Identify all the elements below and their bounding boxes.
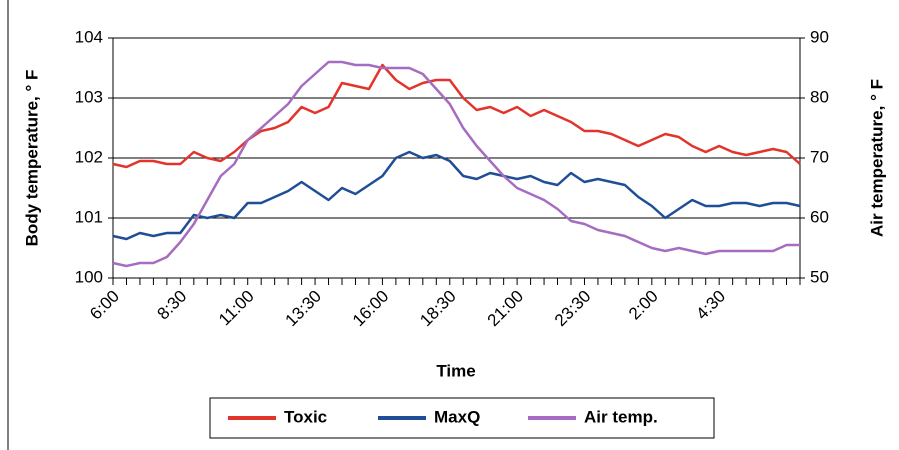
x-tick-label: 6:00 xyxy=(86,287,123,324)
y-tick-label: 103 xyxy=(75,87,103,106)
y2-tick-label: 70 xyxy=(810,147,829,166)
y-axis-label: Body temperature, ° F xyxy=(22,70,41,247)
y2-axis-label: Air temperature, ° F xyxy=(867,79,886,237)
x-tick-label: 16:00 xyxy=(349,287,393,331)
y-tick-label: 101 xyxy=(75,207,103,226)
y2-tick-label: 60 xyxy=(810,207,829,226)
y2-tick-label: 80 xyxy=(810,87,829,106)
x-tick-label: 11:00 xyxy=(215,287,258,330)
legend-label: MaxQ xyxy=(434,407,480,426)
x-tick-label: 18:30 xyxy=(416,287,460,331)
y2-tick-label: 90 xyxy=(810,27,829,46)
legend-label: Toxic xyxy=(284,407,327,426)
x-tick-label: 23:30 xyxy=(551,287,595,331)
legend-label: Air temp. xyxy=(584,407,658,426)
y2-tick-label: 50 xyxy=(810,267,829,286)
y-tick-label: 104 xyxy=(75,27,103,46)
data-line xyxy=(112,63,801,169)
data-line xyxy=(112,150,801,241)
data-line xyxy=(112,60,800,268)
x-tick-label: 21:00 xyxy=(484,287,528,331)
x-tick-label: 4:30 xyxy=(692,287,729,324)
x-tick-label: 2:00 xyxy=(625,287,662,324)
y-tick-label: 100 xyxy=(75,267,103,286)
x-tick-label: 8:30 xyxy=(154,287,191,324)
x-axis-label: Time xyxy=(436,361,475,380)
y-tick-label: 102 xyxy=(75,147,103,166)
legend-box xyxy=(209,397,715,439)
x-tick-label: 13:30 xyxy=(282,287,326,331)
